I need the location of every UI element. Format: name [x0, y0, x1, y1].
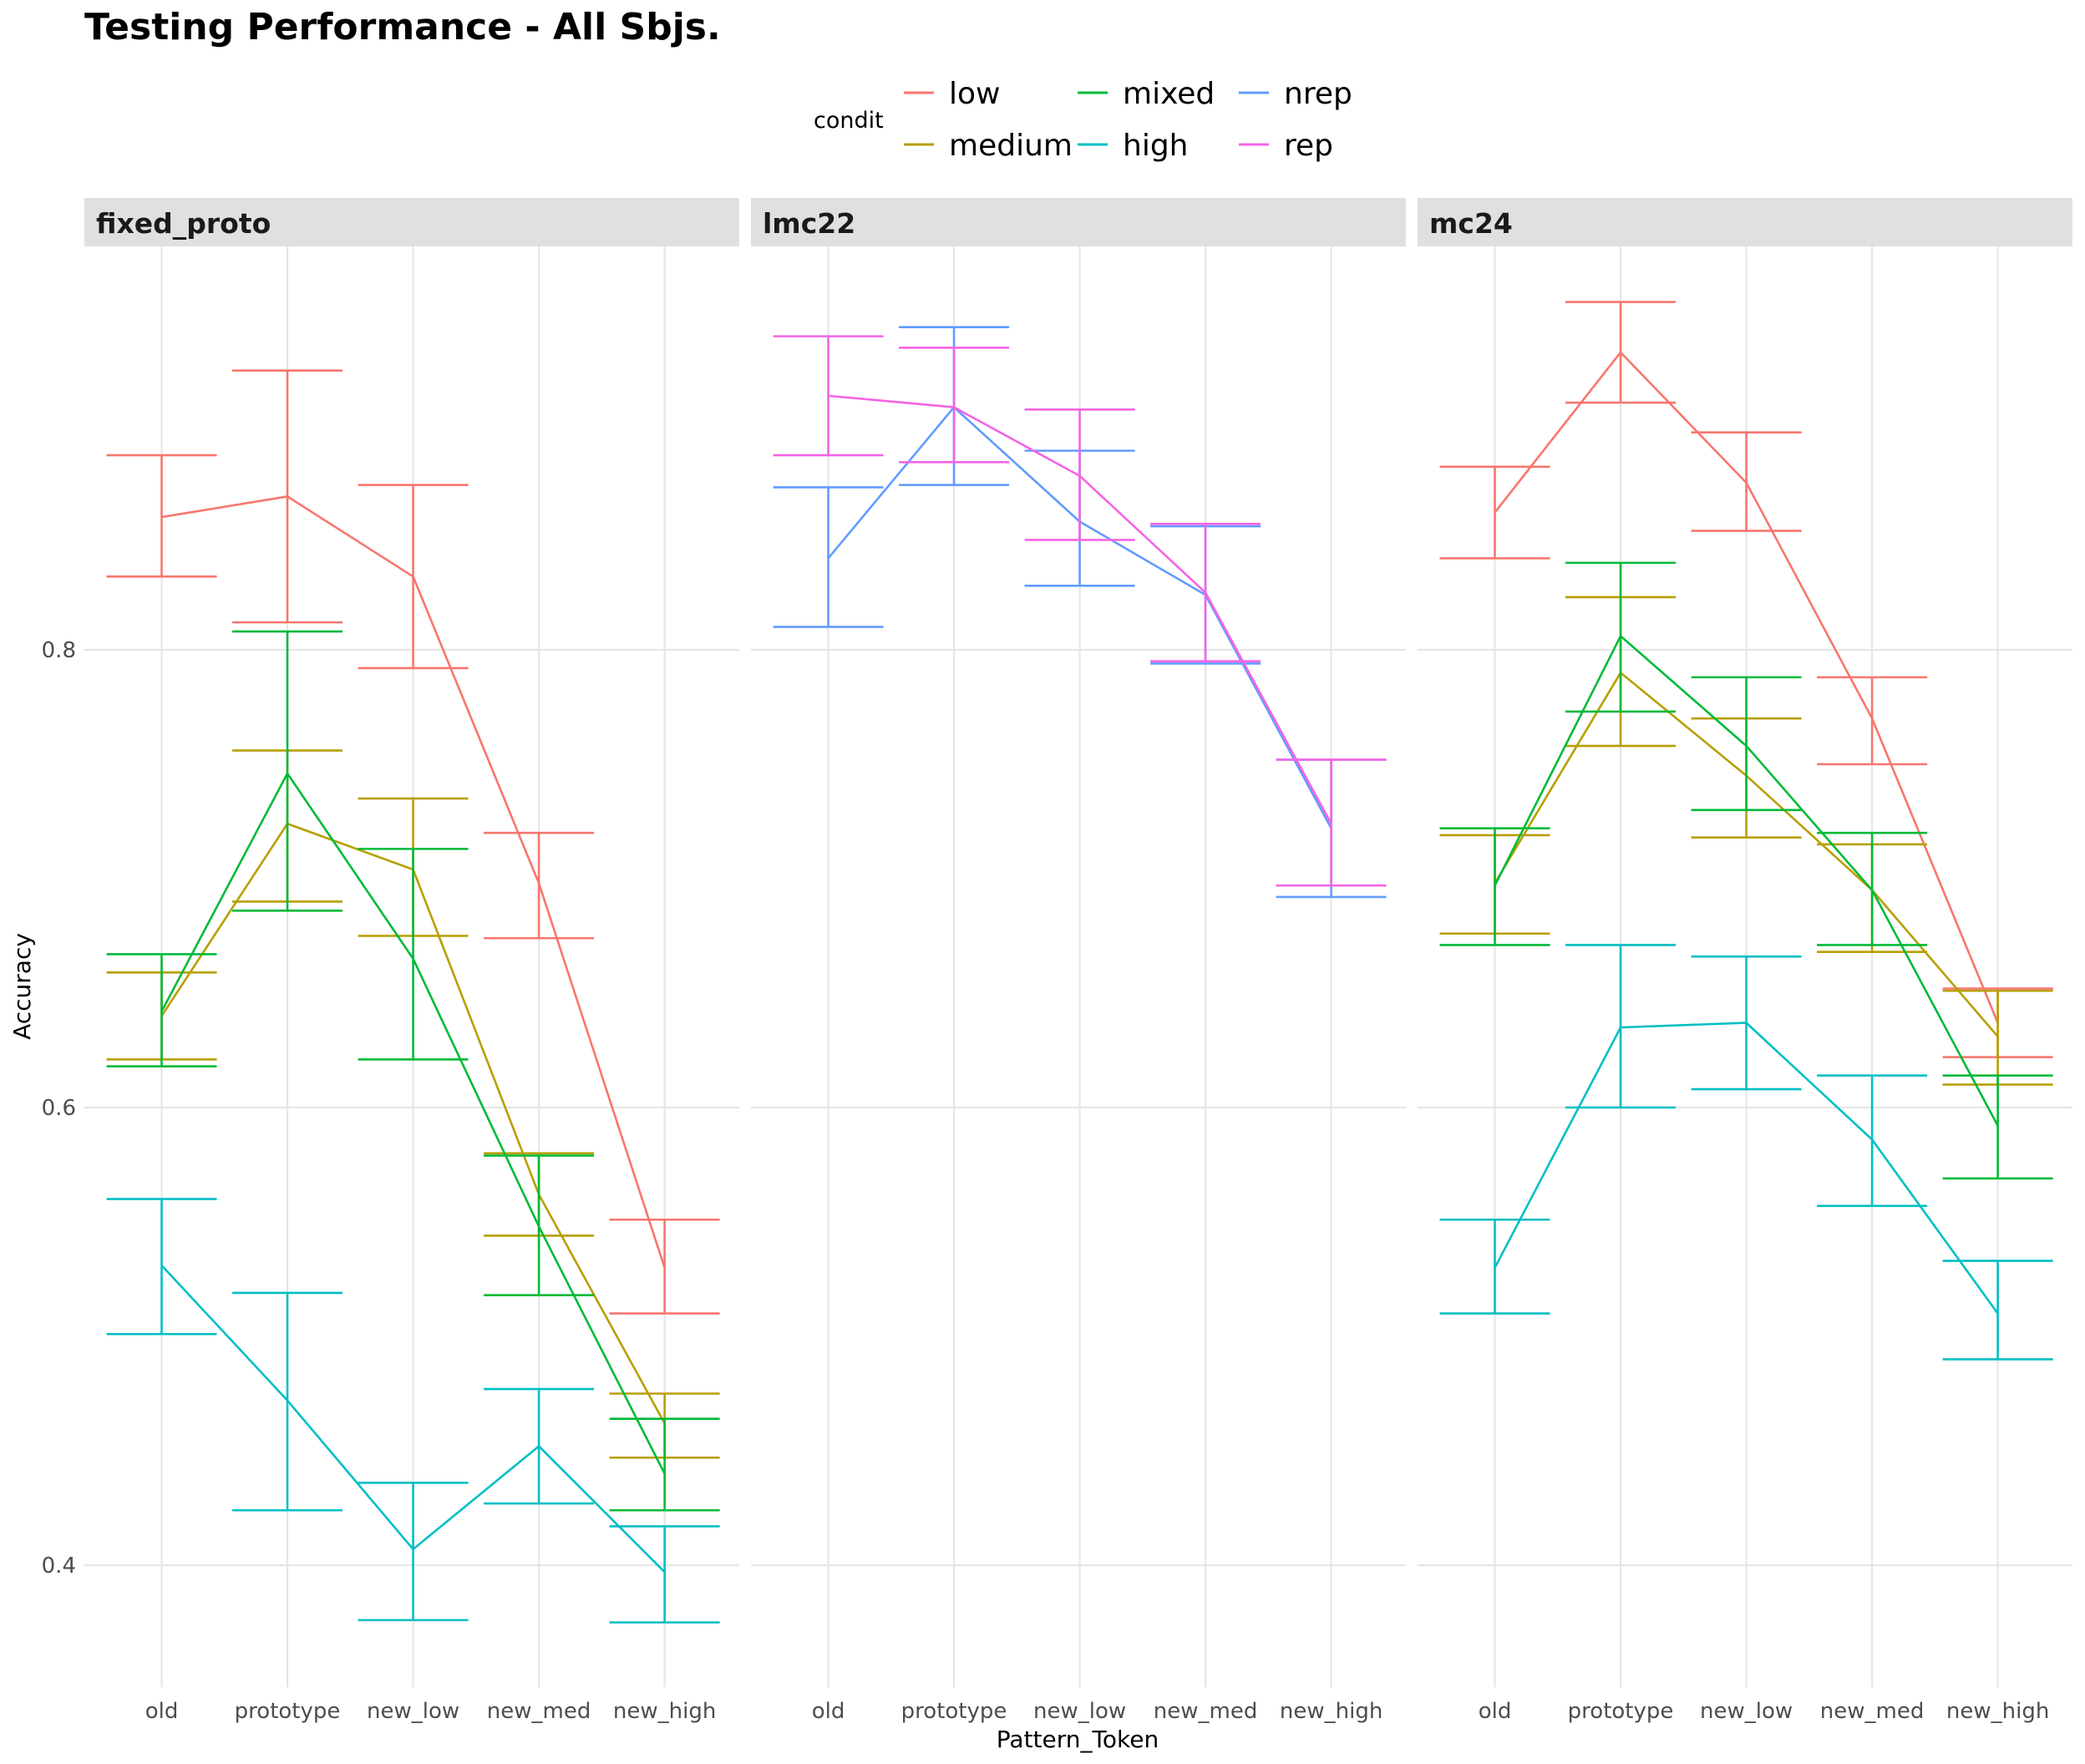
error-bar [1691, 431, 1802, 532]
x-tick-label: prototype [901, 1699, 1007, 1724]
error-bar [484, 1154, 595, 1296]
error-bar [232, 369, 343, 624]
gridlines [751, 246, 1406, 1687]
legend-item-mixed: mixed [1078, 77, 1215, 111]
error-bar [1565, 561, 1677, 713]
error-bar [1942, 989, 2053, 1086]
x-tick-label: new_low [367, 1699, 459, 1724]
legend-item-medium: medium [904, 129, 1073, 163]
facets: fixed_proto lmc22 mc24 [84, 198, 2072, 1687]
error-bar [1942, 1260, 2053, 1361]
x-axis-tick-labels: old prototype new_low new_med new_high old pro… [145, 1699, 2050, 1724]
error-bar [609, 1218, 720, 1315]
error-bar [358, 484, 469, 670]
x-tick-label: new_med [1820, 1699, 1925, 1724]
error-bar [106, 1198, 217, 1336]
series-rep [773, 335, 1387, 887]
facet-strip [751, 198, 1406, 246]
error-bar [1276, 758, 1387, 887]
error-bar [1024, 408, 1135, 541]
x-tick-label: old [145, 1699, 179, 1724]
error-bar [1150, 522, 1261, 663]
x-tick-label: new_high [1280, 1699, 1382, 1724]
chart-title: Testing Performance - All Sbjs. [84, 6, 721, 48]
legend-label-low: low [949, 77, 1000, 111]
error-bar [358, 848, 469, 1061]
legend-item-nrep: nrep [1239, 77, 1352, 111]
error-bar [773, 335, 884, 457]
series-low [106, 369, 720, 1315]
legend-title: condit [814, 108, 884, 134]
y-axis-title: Accuracy [8, 933, 36, 1040]
series-high [1439, 944, 2053, 1361]
x-tick-label: new_med [487, 1699, 591, 1724]
legend: condit low medium mixed high nrep rep [814, 77, 1352, 163]
error-bar [1817, 831, 1928, 946]
error-bar [1439, 1218, 1550, 1315]
x-tick-label: new_high [613, 1699, 716, 1724]
legend-label-nrep: nrep [1284, 77, 1352, 111]
y-tick-label: 0.6 [42, 1096, 76, 1121]
facet-panel-lmc22: lmc22 [751, 198, 1406, 1687]
error-bar [773, 486, 884, 628]
x-tick-label: new_low [1700, 1699, 1793, 1724]
error-bar [1942, 1074, 2053, 1180]
x-tick-label: old [812, 1699, 845, 1724]
error-bar [1439, 827, 1550, 946]
error-bar [1691, 955, 1802, 1091]
error-bar [232, 1291, 343, 1512]
facet-strip [84, 198, 739, 246]
legend-label-medium: medium [949, 129, 1073, 163]
error-bar [1817, 676, 1928, 766]
x-tick-label: new_low [1033, 1699, 1126, 1724]
error-bar [484, 831, 595, 940]
facet-strip [1418, 198, 2072, 246]
y-tick-label: 0.4 [42, 1554, 76, 1579]
error-bar [1565, 301, 1677, 404]
legend-label-mixed: mixed [1123, 77, 1215, 111]
error-bar [609, 1417, 720, 1512]
gridlines [84, 246, 739, 1687]
error-bar [609, 1525, 720, 1624]
error-bar [484, 1387, 595, 1505]
error-bar [232, 630, 343, 912]
error-bar [1691, 676, 1802, 812]
legend-item-high: high [1078, 129, 1189, 163]
legend-item-rep: rep [1239, 129, 1333, 163]
facet-strip-label: mc24 [1429, 207, 1513, 240]
error-bar [1817, 1074, 1928, 1208]
error-bar [358, 1482, 469, 1622]
legend-label-rep: rep [1284, 129, 1333, 163]
legend-label-high: high [1123, 129, 1189, 163]
facet-panel-fixed_proto: fixed_proto [84, 198, 739, 1687]
error-bar [1565, 944, 1677, 1109]
error-bar [899, 347, 1010, 464]
y-axis-tick-labels: 0.4 0.6 0.8 [42, 638, 76, 1579]
x-axis-title: Pattern_Token [997, 1726, 1159, 1753]
x-tick-label: new_med [1154, 1699, 1258, 1724]
error-bar [106, 454, 217, 578]
x-tick-label: prototype [1568, 1699, 1674, 1724]
facet-strip-label: lmc22 [763, 207, 855, 240]
x-tick-label: prototype [235, 1699, 341, 1724]
legend-item-low: low [904, 77, 1000, 111]
facet-panel-mc24: mc24 [1418, 198, 2072, 1687]
series-mixed [106, 630, 720, 1512]
facet-strip-label: fixed_proto [96, 207, 271, 240]
series-mixed [1439, 561, 2053, 1180]
y-tick-label: 0.8 [42, 638, 76, 663]
x-tick-label: new_high [1946, 1699, 2049, 1724]
error-bar [1439, 465, 1550, 560]
x-tick-label: old [1479, 1699, 1512, 1724]
error-bar [106, 953, 217, 1067]
series-high [106, 1198, 720, 1624]
